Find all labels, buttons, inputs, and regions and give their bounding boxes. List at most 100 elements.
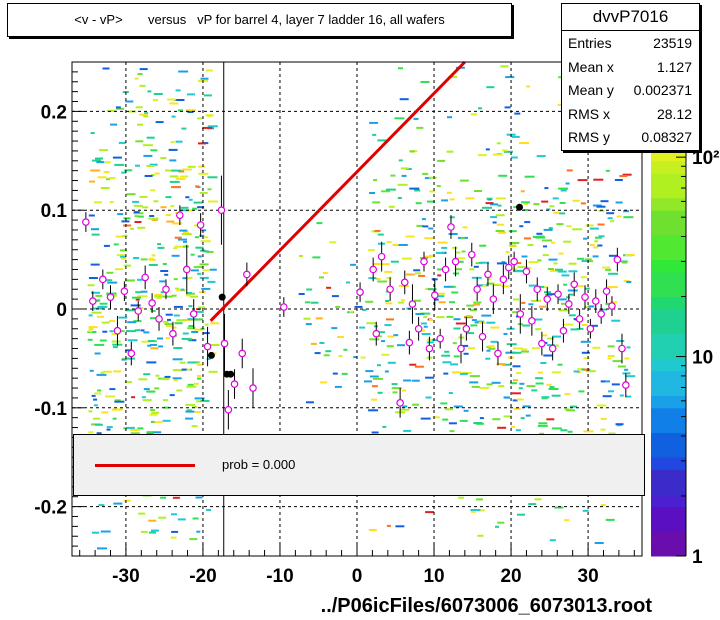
heatmap-cell [170, 205, 175, 207]
heatmap-cell [165, 214, 171, 217]
heatmap-cell [187, 383, 194, 386]
heatmap-cell [615, 201, 623, 204]
heatmap-cell [583, 237, 588, 240]
heatmap-cell [156, 296, 162, 299]
heatmap-cell [377, 364, 381, 367]
profile-marker [425, 344, 434, 353]
heatmap-cell [505, 251, 510, 254]
profile-marker [249, 384, 257, 392]
colorbar-cell [651, 234, 686, 248]
heatmap-cell [461, 344, 469, 347]
heatmap-cell [471, 319, 477, 322]
heatmap-cell [118, 316, 128, 319]
heatmap-cell [615, 423, 624, 426]
profile-marker [484, 270, 492, 279]
heatmap-cell [568, 314, 576, 317]
heatmap-cell [557, 363, 563, 366]
heatmap-cell [420, 322, 427, 325]
profile-point [106, 285, 115, 309]
profile-point [608, 296, 616, 316]
heatmap-cell [182, 332, 189, 335]
heatmap-cell [365, 300, 374, 303]
heatmap-cell [113, 370, 122, 373]
heatmap-cell [568, 293, 574, 296]
heatmap-cell [134, 221, 142, 223]
heatmap-cell [473, 422, 483, 424]
heatmap-cell [486, 86, 495, 89]
heatmap-cell [541, 239, 552, 242]
heatmap-cell [187, 111, 194, 113]
heatmap-cell [105, 395, 116, 398]
heatmap-cell [104, 161, 111, 164]
profile-point [369, 257, 377, 282]
heatmap-cell [520, 417, 525, 420]
heatmap-cell [195, 496, 203, 499]
heatmap-cell [552, 197, 559, 200]
heatmap-cell [535, 328, 542, 331]
profile-point [570, 272, 579, 297]
heatmap-cell [605, 380, 610, 383]
profile-point [127, 341, 136, 366]
heatmap-cell [175, 89, 181, 92]
heatmap-cell [581, 260, 591, 262]
heatmap-cell [202, 126, 213, 129]
x-tick-label: 20 [500, 566, 521, 587]
heatmap-cell [514, 112, 521, 115]
profile-point [408, 284, 417, 324]
heatmap-cell [402, 405, 408, 408]
heatmap-cell [198, 172, 209, 175]
heatmap-cell [207, 188, 212, 191]
heatmap-cell [469, 309, 477, 312]
heatmap-cell [412, 403, 420, 406]
profile-marker [238, 349, 247, 358]
heatmap-cell [547, 337, 555, 340]
profile-marker [457, 344, 465, 353]
heatmap-cell [203, 236, 209, 239]
heatmap-cell [544, 187, 549, 190]
heatmap-cell [511, 135, 520, 138]
heatmap-cell [186, 385, 197, 388]
heatmap-cell [525, 266, 532, 269]
heatmap-cell [140, 290, 148, 293]
heatmap-cell [468, 347, 475, 350]
profile-marker [189, 310, 198, 318]
heatmap-cell [372, 263, 381, 265]
heatmap-cell [172, 496, 180, 499]
heatmap-cell [175, 177, 186, 180]
heatmap-cell [572, 199, 580, 202]
colorbar-cell [651, 259, 686, 273]
profile-point [176, 205, 184, 226]
heatmap-cell [207, 176, 218, 179]
heatmap-cell [331, 295, 339, 298]
heatmap-cell [455, 268, 462, 271]
profile-point [230, 369, 239, 399]
heatmap-cell [456, 251, 461, 254]
profile-point [613, 247, 622, 272]
heatmap-cell [411, 379, 420, 382]
heatmap-cell [470, 509, 481, 511]
colorbar-cell [651, 148, 686, 162]
heatmap-cell [546, 344, 555, 347]
heatmap-cell [197, 206, 205, 209]
heatmap-cell [319, 342, 325, 344]
profile-point [538, 331, 546, 356]
heatmap-cell [549, 205, 555, 208]
heatmap-cell [170, 536, 177, 539]
profile-marker [414, 324, 423, 333]
heatmap-cell [185, 109, 196, 112]
heatmap-cell [158, 516, 167, 519]
heatmap-cell [97, 547, 107, 550]
heatmap-cell [597, 244, 603, 247]
heatmap-cell [584, 258, 592, 261]
heatmap-cell [150, 343, 157, 346]
heatmap-cell [92, 531, 99, 534]
heatmap-cell [107, 281, 118, 284]
profile-marker [447, 223, 455, 231]
heatmap-cell [185, 403, 196, 406]
profile-point [528, 306, 536, 336]
heatmap-cell [360, 356, 366, 359]
heatmap-cell [519, 225, 524, 228]
profile-point [484, 262, 492, 287]
heatmap-cell [88, 214, 95, 217]
y-tick-label: 0.2 [41, 102, 67, 123]
